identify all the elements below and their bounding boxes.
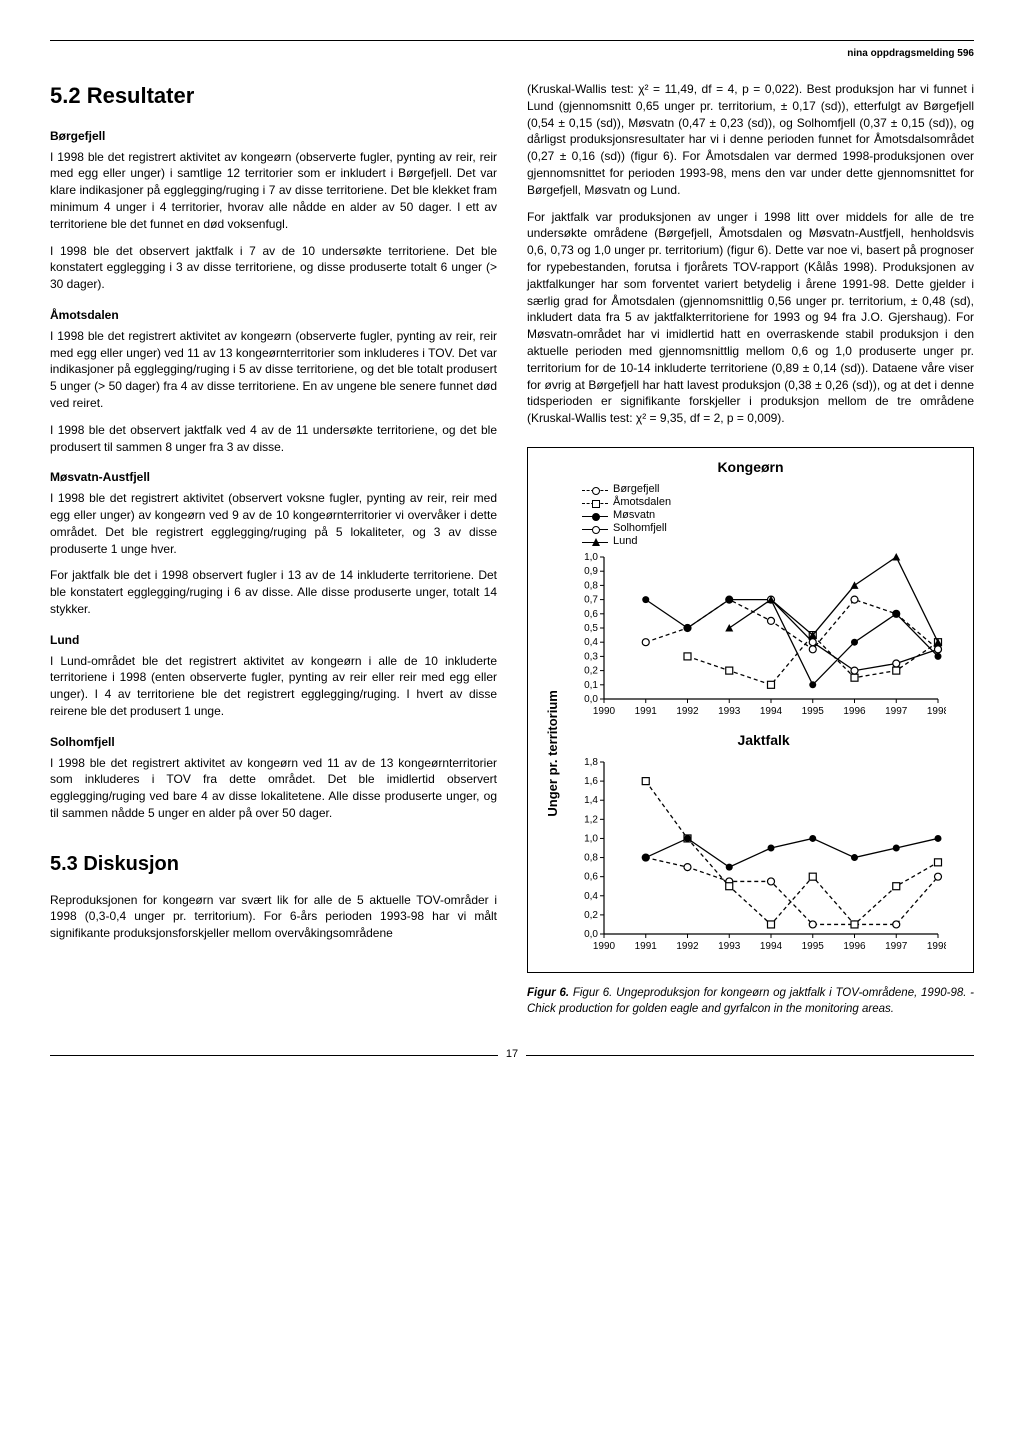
- svg-text:0,2: 0,2: [584, 910, 598, 921]
- header-rule: [50, 40, 974, 41]
- svg-text:1996: 1996: [844, 941, 867, 952]
- subhead-borgefjell: Børgefjell: [50, 128, 497, 145]
- paragraph: For jaktfalk ble det i 1998 observert fu…: [50, 567, 497, 617]
- svg-text:0,6: 0,6: [584, 608, 598, 619]
- subhead-amotsdalen: Åmotsdalen: [50, 307, 497, 324]
- right-column: (Kruskal-Wallis test: χ² = 11,49, df = 4…: [527, 81, 974, 1017]
- svg-text:1991: 1991: [635, 941, 658, 952]
- figure-caption: Figur 6. Figur 6. Ungeproduksjon for kon…: [527, 985, 974, 1017]
- paragraph: I 1998 ble det observert jaktfalk ved 4 …: [50, 422, 497, 456]
- paragraph: I 1998 ble det registrert aktivitet av k…: [50, 149, 497, 233]
- svg-text:1995: 1995: [802, 941, 825, 952]
- section-heading-5-2: 5.2 Resultater: [50, 81, 497, 112]
- svg-text:1997: 1997: [885, 706, 908, 717]
- svg-text:1995: 1995: [802, 706, 825, 717]
- svg-text:1992: 1992: [677, 706, 700, 717]
- header-label: nina oppdragsmelding 596: [50, 47, 974, 61]
- chart-kongeorn: 0,0 0,1 0,2 0,3 0,4 0,5 0,6 0,7 0,8 0,9 1,0 1990 199…: [566, 551, 946, 721]
- svg-text:0,3: 0,3: [584, 651, 598, 662]
- svg-text:1,0: 1,0: [584, 552, 598, 563]
- svg-text:0,4: 0,4: [584, 891, 598, 902]
- svg-text:0,4: 0,4: [584, 637, 598, 648]
- svg-text:1996: 1996: [844, 706, 867, 717]
- legend-label: Lund: [613, 534, 637, 549]
- subhead-mosvatn: Møsvatn-Austfjell: [50, 469, 497, 486]
- svg-text:0,0: 0,0: [584, 694, 598, 705]
- y-axis-label: Unger pr. territorium: [540, 551, 566, 957]
- content-columns: 5.2 Resultater Børgefjell I 1998 ble det…: [50, 81, 974, 1017]
- svg-text:1,4: 1,4: [584, 795, 598, 806]
- paragraph: I Lund-området ble det registrert aktivi…: [50, 653, 497, 720]
- svg-text:1,8: 1,8: [584, 757, 598, 768]
- svg-text:1993: 1993: [718, 706, 741, 717]
- paragraph: Reproduksjonen for kongeørn var svært li…: [50, 892, 497, 942]
- chart-title-bottom: Jaktfalk: [566, 731, 961, 751]
- svg-text:0,0: 0,0: [584, 929, 598, 940]
- svg-text:0,7: 0,7: [584, 594, 598, 605]
- svg-text:1991: 1991: [635, 706, 658, 717]
- svg-text:1990: 1990: [593, 706, 616, 717]
- svg-text:0,5: 0,5: [584, 623, 598, 634]
- subhead-lund: Lund: [50, 632, 497, 649]
- figure-6: Kongeørn Børgefjell Åmotsdalen Møsvatn S…: [527, 447, 974, 973]
- caption-text: Figur 6. Ungeproduksjon for kongeørn og …: [527, 987, 974, 1015]
- svg-text:0,9: 0,9: [584, 566, 598, 577]
- svg-text:1993: 1993: [718, 941, 741, 952]
- svg-text:0,1: 0,1: [584, 679, 598, 690]
- paragraph: I 1998 ble det observert jaktfalk i 7 av…: [50, 243, 497, 293]
- svg-text:1,2: 1,2: [584, 814, 598, 825]
- chart-jaktfalk: 0,0 0,2 0,4 0,6 0,8 1,0 1,2 1,4 1,6 1,8 1990 1991 19…: [566, 756, 946, 956]
- legend: Børgefjell Åmotsdalen Møsvatn Solhomfjel…: [582, 484, 961, 549]
- page-number: 17: [506, 1047, 518, 1062]
- paragraph: I 1998 ble det registrert aktivitet (obs…: [50, 490, 497, 557]
- paragraph: (Kruskal-Wallis test: χ² = 11,49, df = 4…: [527, 81, 974, 199]
- svg-text:0,8: 0,8: [584, 853, 598, 864]
- svg-text:1994: 1994: [760, 941, 783, 952]
- svg-text:0,8: 0,8: [584, 580, 598, 591]
- svg-text:1,6: 1,6: [584, 776, 598, 787]
- svg-text:1994: 1994: [760, 706, 783, 717]
- svg-text:1992: 1992: [677, 941, 700, 952]
- paragraph: For jaktfalk var produksjonen av unger i…: [527, 209, 974, 427]
- section-heading-5-3: 5.3 Diskusjon: [50, 850, 497, 878]
- chart-title-top: Kongeørn: [540, 458, 961, 478]
- svg-text:1998: 1998: [927, 941, 946, 952]
- subhead-solhomfjell: Solhomfjell: [50, 734, 497, 751]
- paragraph: I 1998 ble det registrert aktivitet av k…: [50, 328, 497, 412]
- svg-text:0,2: 0,2: [584, 665, 598, 676]
- svg-text:1997: 1997: [885, 941, 908, 952]
- svg-text:1,0: 1,0: [584, 834, 598, 845]
- svg-text:1998: 1998: [927, 706, 946, 717]
- paragraph: I 1998 ble det registrert aktivitet av k…: [50, 755, 497, 822]
- svg-text:0,6: 0,6: [584, 872, 598, 883]
- left-column: 5.2 Resultater Børgefjell I 1998 ble det…: [50, 81, 497, 1017]
- svg-text:1990: 1990: [593, 941, 616, 952]
- footer: 17: [50, 1047, 974, 1062]
